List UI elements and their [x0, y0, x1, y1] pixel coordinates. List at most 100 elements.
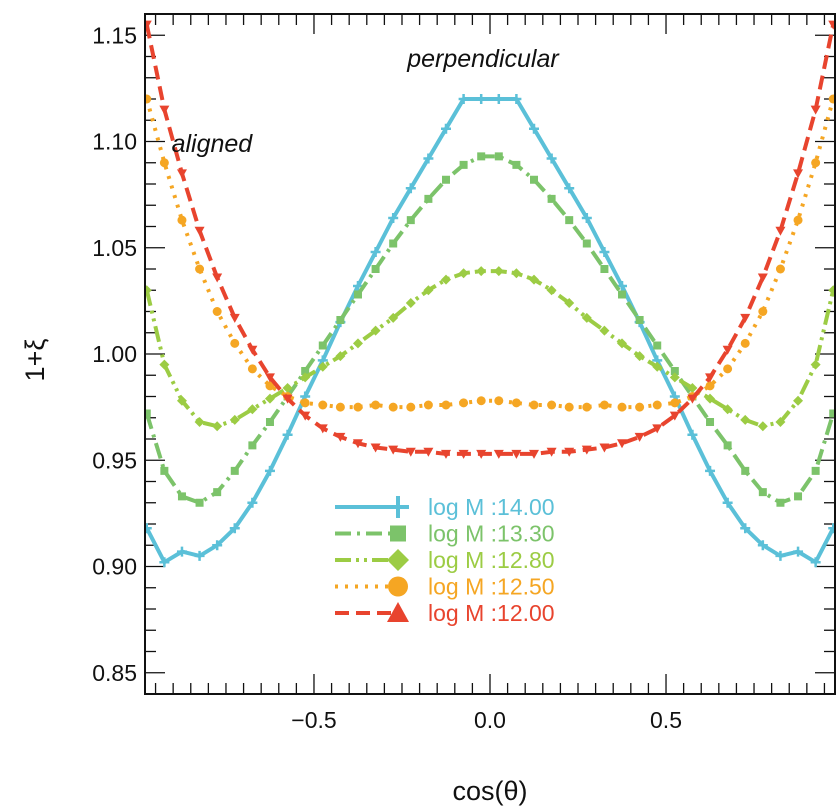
data-point	[811, 158, 821, 168]
data-point	[757, 421, 768, 432]
series-layer	[145, 20, 835, 568]
data-point	[581, 213, 592, 223]
data-point	[776, 498, 785, 507]
data-point	[194, 550, 205, 561]
data-point	[459, 398, 469, 408]
data-point	[547, 400, 557, 410]
data-point	[212, 540, 223, 551]
data-point	[652, 400, 662, 410]
data-point	[145, 285, 152, 296]
data-point	[828, 20, 835, 30]
data-point	[530, 175, 539, 184]
legend-label: log M :12.00	[428, 600, 555, 626]
data-point	[476, 94, 487, 104]
data-point	[793, 395, 804, 406]
data-point	[564, 183, 575, 194]
data-point	[635, 316, 644, 324]
series-line-log-m-12-50	[145, 98, 835, 410]
data-point	[599, 325, 610, 336]
data-point	[793, 169, 804, 179]
data-point	[177, 215, 187, 225]
data-point	[829, 409, 835, 418]
series-log-m-12-00	[145, 20, 835, 459]
data-point	[494, 152, 503, 161]
legend-label: log M :14.00	[428, 494, 555, 520]
data-point	[793, 215, 803, 225]
data-point	[529, 274, 540, 285]
data-point	[318, 341, 327, 350]
data-point	[440, 274, 451, 285]
data-point	[230, 466, 239, 475]
legend-marker	[387, 602, 409, 622]
data-point	[740, 313, 751, 323]
data-point	[370, 325, 381, 336]
data-point	[405, 298, 416, 308]
data-point	[617, 338, 628, 349]
data-point	[757, 540, 768, 551]
data-point	[213, 488, 222, 497]
data-point	[229, 414, 240, 425]
data-point	[247, 404, 258, 415]
data-point	[617, 402, 627, 412]
data-point	[722, 345, 733, 355]
data-point	[388, 312, 399, 323]
data-point	[458, 94, 469, 104]
data-point	[352, 281, 363, 291]
data-point	[477, 152, 486, 161]
data-point	[176, 169, 187, 179]
data-point	[634, 432, 645, 442]
data-point	[758, 488, 767, 497]
data-point	[458, 449, 469, 459]
y-tick-label: 1.05	[92, 235, 137, 261]
y-tick-label: 0.95	[92, 447, 137, 473]
data-point	[406, 402, 416, 412]
data-point	[757, 273, 768, 283]
data-point	[352, 439, 363, 449]
data-point	[300, 411, 311, 421]
data-point	[775, 264, 785, 274]
data-point	[145, 94, 152, 104]
data-point	[758, 307, 768, 316]
data-point	[511, 398, 521, 408]
data-point	[370, 247, 381, 257]
data-point	[599, 400, 609, 410]
series-log-m-12-80	[145, 266, 835, 432]
data-point	[159, 557, 170, 568]
legend-marker	[390, 525, 406, 542]
data-point	[476, 396, 486, 406]
x-tick-label: 0.5	[650, 707, 682, 733]
series-log-m-14-00	[145, 94, 835, 568]
data-point	[440, 123, 451, 134]
data-point	[459, 160, 468, 169]
data-point	[564, 298, 575, 308]
y-tick-label: 1.10	[92, 129, 137, 155]
annotation-perpendicular: perpendicular	[406, 45, 560, 73]
data-point	[810, 359, 821, 370]
data-point	[264, 465, 275, 476]
data-point	[529, 400, 539, 410]
data-point	[511, 449, 522, 459]
data-point	[247, 364, 257, 374]
data-point	[581, 445, 592, 455]
data-point	[300, 372, 311, 383]
data-point	[282, 429, 293, 440]
data-point	[599, 247, 610, 257]
data-point	[265, 418, 274, 426]
x-axis-title: cos(θ)	[452, 776, 527, 806]
data-point	[793, 546, 804, 557]
data-point	[635, 402, 645, 412]
legend-label: log M :12.50	[428, 574, 555, 600]
data-point	[810, 105, 821, 115]
legend-label: log M :12.80	[428, 547, 555, 573]
y-tick-label: 0.90	[92, 554, 137, 580]
data-point	[335, 432, 346, 442]
data-point	[546, 285, 557, 296]
data-point	[775, 226, 786, 236]
y-tick-label: 1.00	[92, 341, 137, 367]
data-point	[458, 268, 469, 279]
data-point	[371, 400, 381, 410]
y-tick-label: 1.15	[92, 22, 137, 48]
data-point	[247, 497, 258, 508]
data-point	[423, 400, 433, 410]
data-point	[212, 307, 222, 316]
